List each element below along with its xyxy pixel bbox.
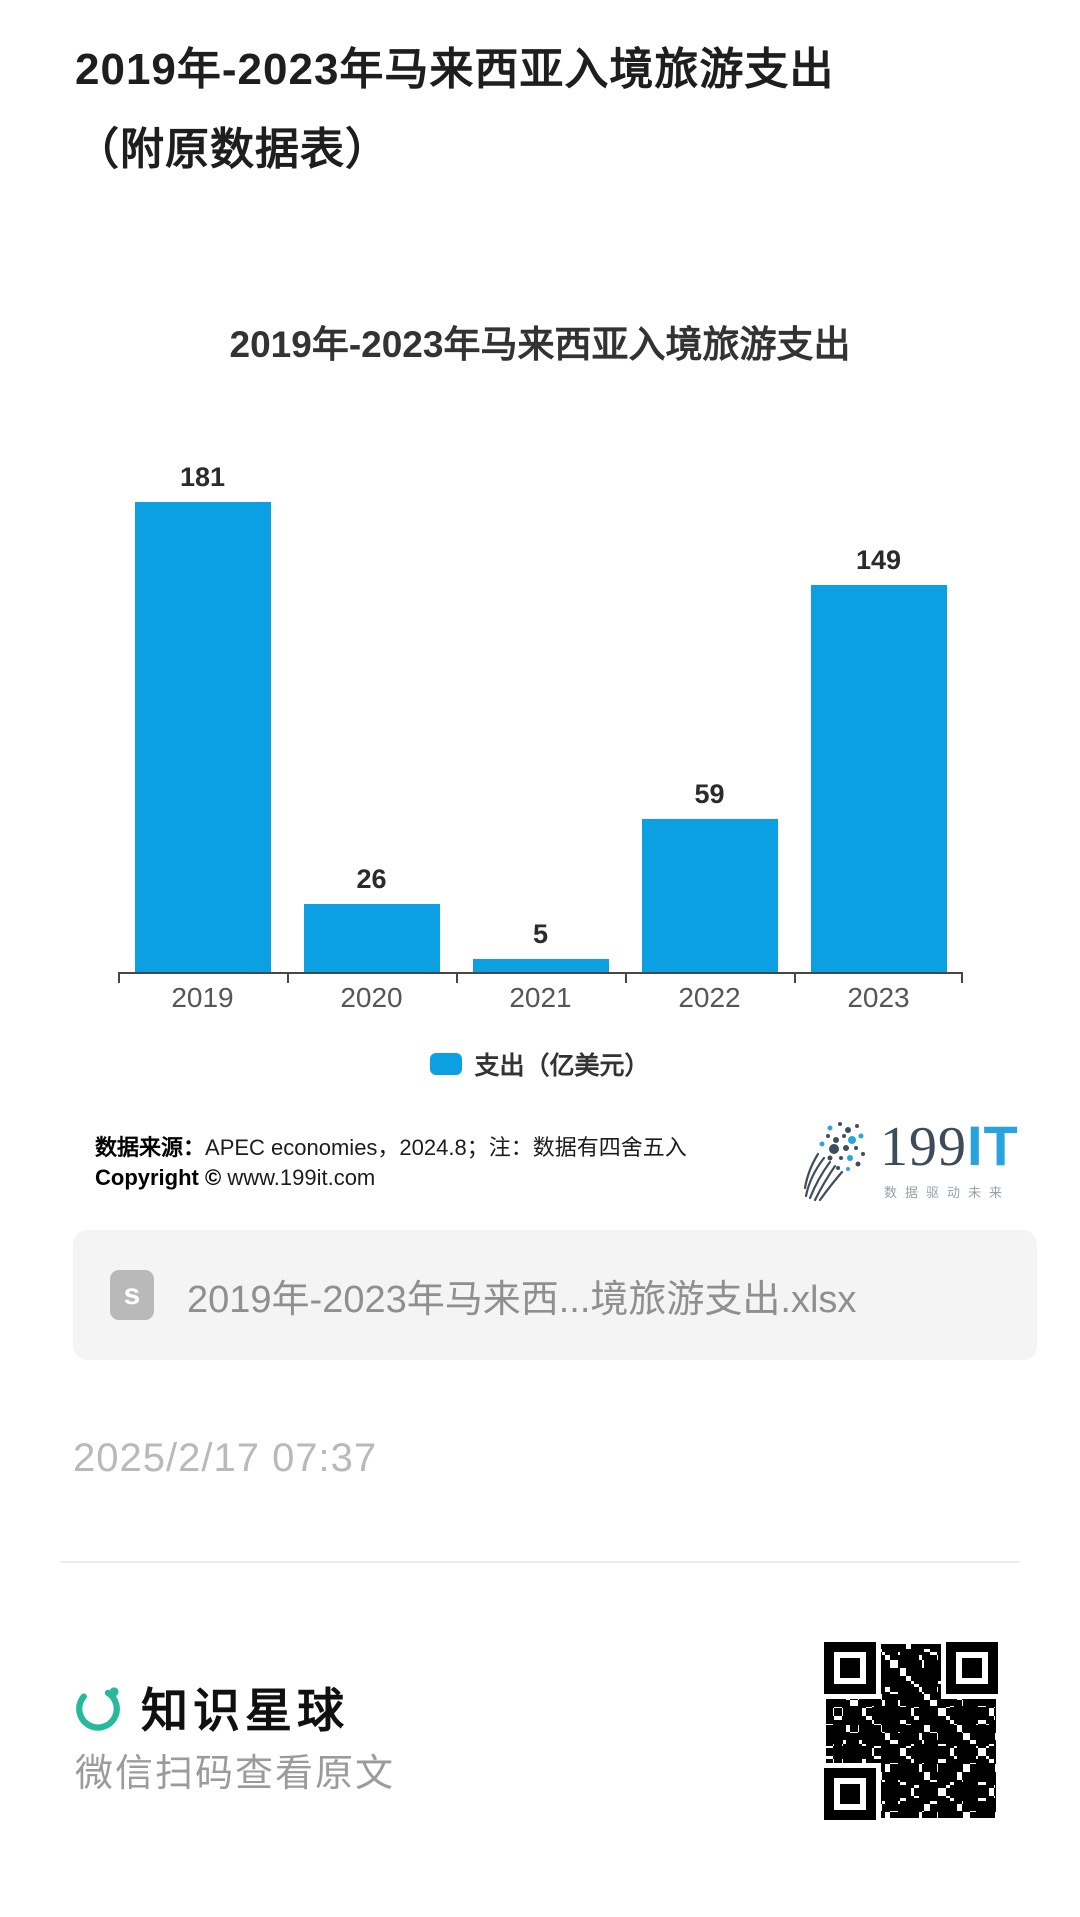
bar-value-label: 26: [356, 864, 387, 894]
qr-code: [824, 1642, 998, 1820]
attachment-filename: 2019年-2023年马来西...境旅游支出.xlsx: [187, 1278, 857, 1321]
x-axis-label: 2021: [509, 982, 572, 1013]
bar-chart-plot: 181 26 5 59 149: [118, 455, 963, 972]
legend-marker-icon: [430, 1053, 463, 1075]
page-title-line1: 2019年-2023年马来西亚入境旅游支出: [75, 45, 835, 94]
zsxq-logo-icon: [76, 1686, 120, 1731]
axis-tick: [625, 974, 627, 983]
divider: [60, 1561, 1020, 1563]
chart-title: 2019年-2023年马来西亚入境旅游支出: [229, 324, 851, 365]
chart-legend: 支出（亿美元）: [0, 1046, 1080, 1082]
x-axis-label: 2022: [678, 982, 741, 1013]
data-source-line: 数据来源：APEC economies，2024.8；注：数据有四舍五入: [95, 1133, 687, 1163]
bar-value-label: 181: [179, 462, 226, 492]
199it-wordmark: 199IT: [880, 1116, 1019, 1178]
copyright-label: Copyright ©: [95, 1165, 228, 1190]
bar-group-2022: 59: [625, 779, 794, 972]
chart-bar: [810, 585, 947, 972]
x-axis-labels: 2019 2020 2021 2022 2023: [118, 982, 963, 1014]
chart-bar: [134, 502, 271, 972]
chart-bar: [641, 819, 778, 972]
199it-logo: 199IT 数据驱动未来: [800, 1108, 1030, 1208]
199-text: 199: [880, 1116, 967, 1178]
file-icon-glyph: s: [123, 1278, 141, 1311]
data-source-text: APEC economies，2024.8；注：数据有四舍五入: [205, 1135, 687, 1160]
chart-bar: [472, 959, 609, 972]
legend-label: 支出（亿美元）: [474, 1052, 650, 1080]
bar-value-label: 59: [694, 779, 725, 809]
qr-finder-icon: [946, 1642, 998, 1694]
data-source-label: 数据来源：: [95, 1135, 206, 1160]
bar-value-label: 149: [855, 545, 902, 575]
bar-group-2021: 5: [456, 919, 625, 972]
scan-caption: 微信扫码查看原文: [75, 1753, 396, 1795]
post-date: 2025/2/17 07:37: [73, 1436, 378, 1480]
bar-group-2023: 149: [794, 545, 963, 972]
qr-finder-icon: [824, 1642, 876, 1694]
page-title: 2019年-2023年马来西亚入境旅游支出 （附原数据表）: [75, 30, 1025, 190]
x-axis-label: 2019: [171, 982, 234, 1013]
copyright-text: www.199it.com: [227, 1165, 376, 1190]
axis-tick: [794, 974, 796, 983]
axis-tick: [287, 974, 289, 983]
199it-tagline: 数据驱动未来: [884, 1185, 1011, 1200]
x-axis-line: [118, 972, 963, 974]
bar-group-2019: 181: [118, 462, 287, 972]
zsxq-brand: 知识星球: [73, 1672, 349, 1741]
spreadsheet-file-icon: s: [110, 1270, 154, 1320]
qr-finder-icon: [824, 1768, 876, 1820]
copyright-line: Copyright © www.199it.com: [95, 1163, 687, 1193]
it-text: IT: [967, 1114, 1019, 1177]
axis-tick: [961, 974, 963, 983]
axis-tick: [118, 974, 120, 983]
x-axis-label: 2023: [847, 982, 910, 1013]
bar-group-2020: 26: [287, 864, 456, 972]
chart-bar: [303, 904, 440, 972]
axis-tick: [456, 974, 458, 983]
chart-source: 数据来源：APEC economies，2024.8；注：数据有四舍五入 Cop…: [95, 1133, 687, 1193]
x-axis-label: 2020: [340, 982, 403, 1013]
attachment-card[interactable]: s 2019年-2023年马来西...境旅游支出.xlsx: [73, 1230, 1037, 1360]
zsxq-brand-name: 知识星球: [141, 1684, 349, 1737]
bar-value-label: 5: [532, 919, 549, 949]
199it-dandelion-icon: [803, 1122, 865, 1202]
page-title-line2: （附原数据表）: [75, 125, 390, 174]
